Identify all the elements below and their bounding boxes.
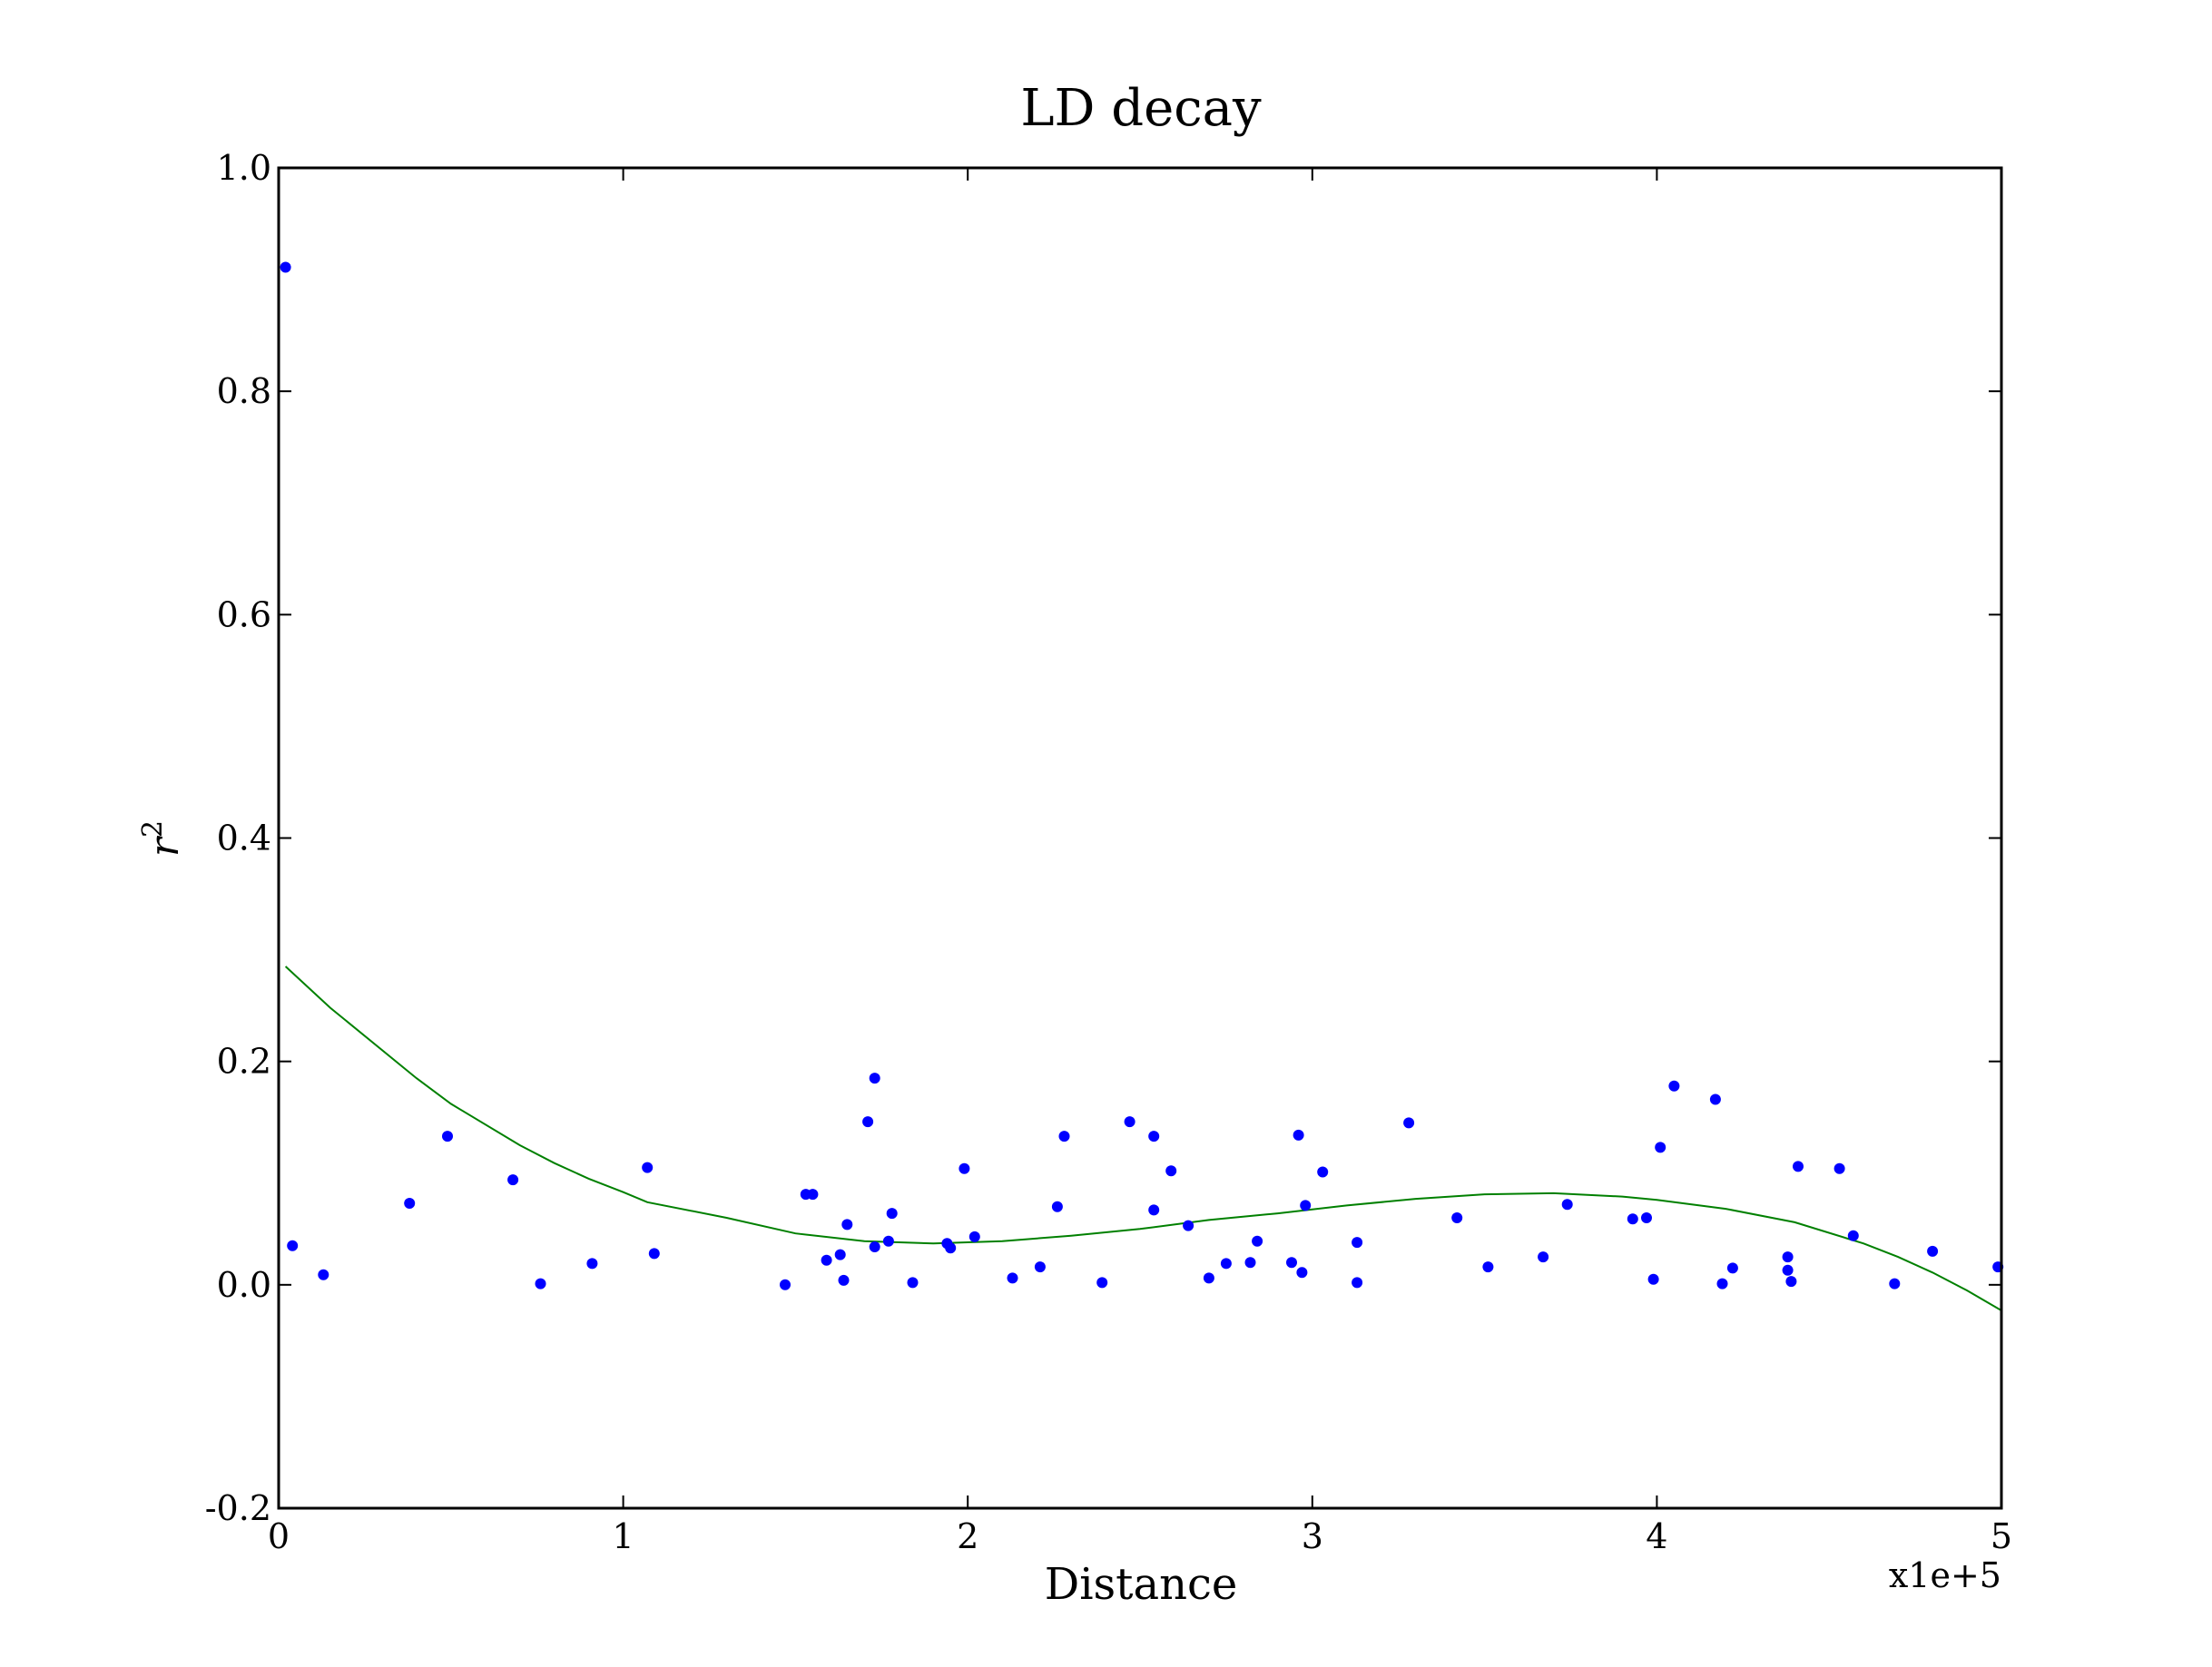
scatter-point bbox=[1927, 1245, 1939, 1257]
scatter-point bbox=[404, 1198, 416, 1209]
scatter-point bbox=[1847, 1230, 1859, 1241]
y-tick-label: 0.0 bbox=[217, 1265, 271, 1305]
x-axis-multiplier: x1e+5 bbox=[1889, 1555, 2001, 1595]
y-tick-label: 0.6 bbox=[217, 594, 271, 634]
scatter-point bbox=[1183, 1220, 1194, 1231]
scatter-point bbox=[882, 1235, 894, 1247]
scatter-point bbox=[1793, 1161, 1804, 1172]
scatter-point bbox=[968, 1231, 980, 1242]
scatter-point bbox=[838, 1274, 850, 1286]
scatter-point bbox=[1627, 1213, 1638, 1225]
scatter-point bbox=[1300, 1200, 1312, 1211]
scatter-point bbox=[1782, 1251, 1794, 1263]
scatter-point bbox=[1034, 1261, 1046, 1273]
y-tick-label: 1.0 bbox=[217, 148, 271, 188]
scatter-point bbox=[841, 1219, 853, 1231]
scatter-point bbox=[1889, 1278, 1901, 1289]
scatter-point bbox=[1451, 1212, 1463, 1223]
scatter-point bbox=[280, 261, 291, 273]
scatter-point bbox=[648, 1248, 660, 1260]
scatter-point bbox=[959, 1162, 970, 1174]
scatter-point bbox=[834, 1249, 846, 1260]
scatter-point bbox=[1641, 1212, 1652, 1223]
scatter-point bbox=[1716, 1278, 1728, 1289]
x-axis-ticks: 0 1 2 3 4 5 bbox=[268, 168, 2012, 1556]
scatter-point bbox=[1668, 1080, 1680, 1092]
scatter-point bbox=[1352, 1277, 1363, 1289]
scatter-point bbox=[780, 1279, 791, 1290]
scatter-point bbox=[1165, 1165, 1177, 1177]
scatter-point bbox=[1296, 1267, 1308, 1279]
scatter-point bbox=[1834, 1162, 1845, 1174]
y-tick-label: 0.8 bbox=[217, 371, 271, 411]
scatter-point bbox=[1007, 1272, 1018, 1284]
scatter-point bbox=[1203, 1272, 1214, 1284]
scatter-point bbox=[535, 1278, 546, 1289]
y-tick-label: 0.2 bbox=[217, 1042, 271, 1082]
y-axis-ticks: -0.2 0.0 0.2 0.4 0.6 0.8 1.0 bbox=[205, 148, 2001, 1528]
scatter-point bbox=[1148, 1204, 1160, 1216]
x-tick-label: 1 bbox=[613, 1516, 634, 1556]
scatter-point bbox=[1058, 1131, 1070, 1142]
scatter-point bbox=[807, 1189, 819, 1201]
scatter-point bbox=[1148, 1131, 1160, 1142]
scatter-point bbox=[507, 1174, 519, 1186]
scatter-point bbox=[821, 1254, 832, 1266]
scatter-point bbox=[642, 1162, 654, 1173]
y-axis-label: r2 bbox=[137, 820, 188, 857]
scatter-point bbox=[886, 1208, 898, 1220]
scatter-point bbox=[442, 1131, 453, 1142]
chart-title: LD decay bbox=[1020, 79, 1262, 138]
scatter-point bbox=[907, 1277, 919, 1289]
scatter-point bbox=[1403, 1117, 1415, 1129]
scatter-point bbox=[862, 1116, 874, 1128]
scatter-point bbox=[287, 1240, 299, 1251]
y-tick-label: -0.2 bbox=[205, 1488, 271, 1528]
scatter-point bbox=[1655, 1142, 1666, 1153]
plot-area bbox=[280, 261, 2004, 1311]
x-tick-label: 2 bbox=[957, 1516, 978, 1556]
y-axis-label-base: r bbox=[142, 835, 188, 857]
x-tick-label: 0 bbox=[268, 1516, 290, 1556]
scatter-point bbox=[1782, 1264, 1794, 1276]
x-tick-label: 5 bbox=[1991, 1516, 2012, 1556]
scatter-point bbox=[869, 1241, 880, 1252]
fit-line bbox=[284, 966, 2002, 1311]
scatter-point bbox=[1538, 1251, 1549, 1263]
scatter-point bbox=[1317, 1166, 1329, 1178]
y-tick-label: 0.4 bbox=[217, 819, 271, 858]
scatter-point bbox=[1096, 1277, 1108, 1289]
y-axis-label-superscript: 2 bbox=[137, 820, 169, 838]
scatter-point bbox=[1244, 1257, 1256, 1269]
svg-text:r2: r2 bbox=[137, 820, 188, 857]
x-tick-label: 3 bbox=[1302, 1516, 1323, 1556]
scatter-points-layer bbox=[280, 261, 2004, 1290]
fit-line-layer bbox=[284, 966, 2002, 1311]
scatter-point bbox=[1293, 1129, 1304, 1141]
scatter-point bbox=[1252, 1235, 1263, 1247]
scatter-point bbox=[1561, 1199, 1573, 1211]
scatter-point bbox=[1220, 1258, 1232, 1270]
scatter-point bbox=[1352, 1237, 1363, 1249]
x-tick-label: 4 bbox=[1646, 1516, 1667, 1556]
scatter-point bbox=[869, 1073, 880, 1084]
scatter-point bbox=[1647, 1273, 1659, 1285]
scatter-point bbox=[945, 1242, 957, 1254]
scatter-point bbox=[318, 1269, 329, 1280]
scatter-point bbox=[1726, 1262, 1738, 1274]
scatter-point bbox=[1482, 1261, 1494, 1273]
x-axis-label: Distance bbox=[1045, 1559, 1238, 1610]
scatter-point bbox=[1709, 1093, 1721, 1105]
scatter-point bbox=[1785, 1276, 1797, 1288]
scatter-point bbox=[1124, 1116, 1135, 1128]
scatter-point bbox=[586, 1258, 598, 1270]
scatter-point bbox=[1051, 1201, 1063, 1212]
scatter-point bbox=[1286, 1257, 1297, 1269]
